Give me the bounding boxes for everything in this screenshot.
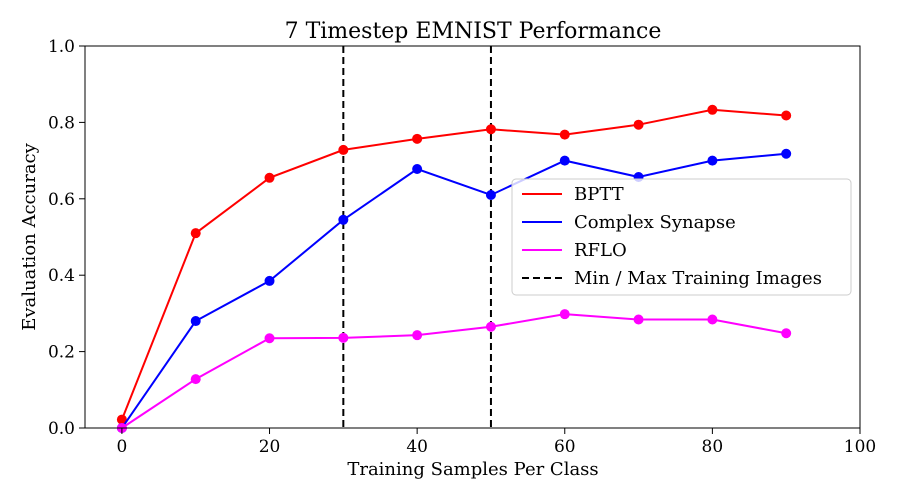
data-point-2-1 — [190, 374, 201, 385]
data-point-0-2 — [264, 172, 275, 183]
series-line-1 — [121, 152, 787, 429]
data-point-0-4 — [412, 133, 423, 144]
legend-label-1: Complex Synapse — [574, 212, 736, 233]
data-point-1-9 — [781, 148, 792, 159]
series-line-2 — [121, 313, 787, 429]
data-point-1-3 — [338, 214, 349, 225]
data-point-1-6 — [559, 155, 570, 166]
legend: BPTT Complex Synapse RFLO Min / Max Trainin… — [511, 178, 852, 296]
data-point-1-4 — [412, 164, 423, 175]
y-tick-label-0: 0.0 — [48, 419, 75, 439]
x-axis-title: Training Samples Per Class — [347, 459, 598, 480]
legend-box — [511, 178, 852, 296]
plot-frame — [84, 45, 861, 429]
data-point-0-5 — [485, 124, 496, 135]
y-tick-label-4: 0.8 — [48, 113, 75, 133]
legend-label-0: BPTT — [574, 184, 624, 205]
data-point-0-7 — [633, 119, 644, 130]
legend-label-3: Min / Max Training Images — [574, 268, 822, 289]
legend-label-2: RFLO — [574, 240, 627, 261]
data-point-2-2 — [264, 333, 275, 344]
data-point-2-6 — [559, 309, 570, 320]
y-tick-label-1: 0.2 — [48, 343, 75, 363]
data-point-1-2 — [264, 275, 275, 286]
y-tick-label-2: 0.4 — [48, 266, 75, 286]
data-point-2-7 — [633, 314, 644, 325]
x-tick-label-1: 20 — [259, 437, 281, 457]
chart-title: 7 Timestep EMNIST Performance — [285, 19, 662, 44]
data-point-0-0 — [116, 414, 127, 425]
x-tick-label-2: 40 — [406, 437, 428, 457]
data-point-2-3 — [338, 332, 349, 343]
x-tick-label-0: 0 — [116, 437, 127, 457]
y-tick-label-3: 0.6 — [48, 190, 75, 210]
x-tick-label-5: 100 — [844, 437, 876, 457]
data-point-1-5 — [485, 189, 496, 200]
data-point-2-8 — [707, 314, 718, 325]
x-tick-label-3: 60 — [554, 437, 576, 457]
data-point-0-3 — [338, 144, 349, 155]
data-point-1-8 — [707, 155, 718, 166]
data-point-1-1 — [190, 316, 201, 327]
y-axis-title: Evaluation Accuracy — [19, 142, 40, 330]
data-point-0-1 — [190, 228, 201, 239]
x-tick-label-4: 80 — [702, 437, 724, 457]
data-point-2-9 — [781, 328, 792, 339]
data-point-0-8 — [707, 104, 718, 115]
series-line-0 — [120, 108, 787, 420]
data-point-2-5 — [485, 321, 496, 332]
data-point-0-9 — [781, 110, 792, 121]
plot-area — [116, 46, 792, 433]
data-point-2-4 — [412, 330, 423, 341]
axis-ticks: 0 20 40 60 80 100 0.0 0.2 0.4 0.6 0.8 1.0 — [48, 37, 876, 457]
data-point-0-6 — [559, 129, 570, 140]
y-tick-label-5: 1.0 — [48, 37, 75, 57]
